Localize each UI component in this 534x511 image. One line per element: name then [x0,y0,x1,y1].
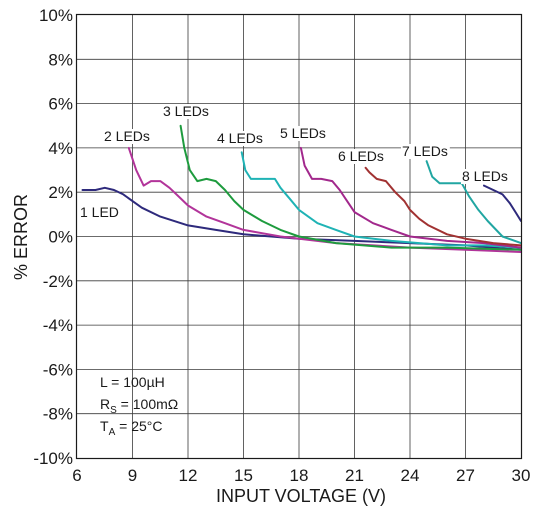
series-label-background [279,126,328,141]
series-label-background [79,205,120,220]
y-tick-label: -8% [43,405,73,424]
series-label-background [401,144,450,159]
series-label-background [103,129,152,144]
series-label-background [337,149,386,164]
x-tick-label: 30 [512,466,531,485]
condition-sense-resistor: RS = 100mΩ [100,396,178,416]
series-line [364,166,522,247]
series-line [299,146,522,249]
x-tick-label: 9 [128,466,137,485]
y-tick-label: 8% [48,50,73,69]
series-line [425,160,522,245]
series-label: 1 LED [80,204,119,220]
x-tick-label: 6 [72,466,81,485]
series-label: 6 LEDs [338,148,384,164]
series-label: 2 LEDs [104,128,150,144]
x-tick-label: 15 [234,466,253,485]
condition-ambient-temperature: TA = 25°C [100,418,162,438]
series-line [483,184,522,222]
x-tick-label: 21 [345,466,364,485]
x-tick-label: 18 [290,466,309,485]
y-tick-label: 0% [48,228,73,247]
y-tick-label: -6% [43,360,73,379]
y-tick-label: 2% [48,183,73,202]
series-line [81,186,522,251]
rs-subscript: S [110,405,117,416]
ta-value: = 25°C [115,418,162,434]
series-label: 7 LEDs [402,143,448,159]
y-tick-label: 10% [39,6,73,25]
series-label: 3 LEDs [163,103,209,119]
condition-inductance: L = 100µH [100,374,165,390]
y-axis-title: % ERROR [11,194,31,280]
series-label-background [461,169,510,184]
series-label: 5 LEDs [280,125,326,141]
x-tick-label: 24 [401,466,420,485]
tick-labels: 6 9 12 15 18 21 24 27 30 -10% -8% -6% -4% -2% 0% 2% 4% 6%… [33,6,530,485]
ta-subscript: A [109,427,116,438]
y-tick-label: -10% [33,449,73,468]
series-labels: 1 LED 2 LEDs 3 LEDs 4 LEDs 5 LEDs 6 LEDs 7 LED… [79,103,510,220]
ta-prefix: T [100,418,109,434]
x-tick-label: 27 [456,466,475,485]
series-label: 8 LEDs [462,168,508,184]
rs-value: = 100mΩ [117,396,178,412]
plot-frame [75,13,523,460]
series-label-background [216,131,265,146]
y-tick-label: -2% [43,272,73,291]
x-axis-title: INPUT VOLTAGE (V) [216,486,386,506]
y-tick-label: 6% [48,95,73,114]
y-tick-label: -4% [43,316,73,335]
series-line [179,124,522,251]
conditions-box: L = 100µH RS = 100mΩ TA = 25°C [100,374,178,438]
x-tick-label: 12 [179,466,198,485]
series-label-background [162,104,211,119]
series-label: 4 LEDs [217,130,263,146]
y-tick-label: 4% [48,139,73,158]
rs-prefix: R [100,396,110,412]
series-lines [81,124,522,253]
series-line [240,151,522,249]
